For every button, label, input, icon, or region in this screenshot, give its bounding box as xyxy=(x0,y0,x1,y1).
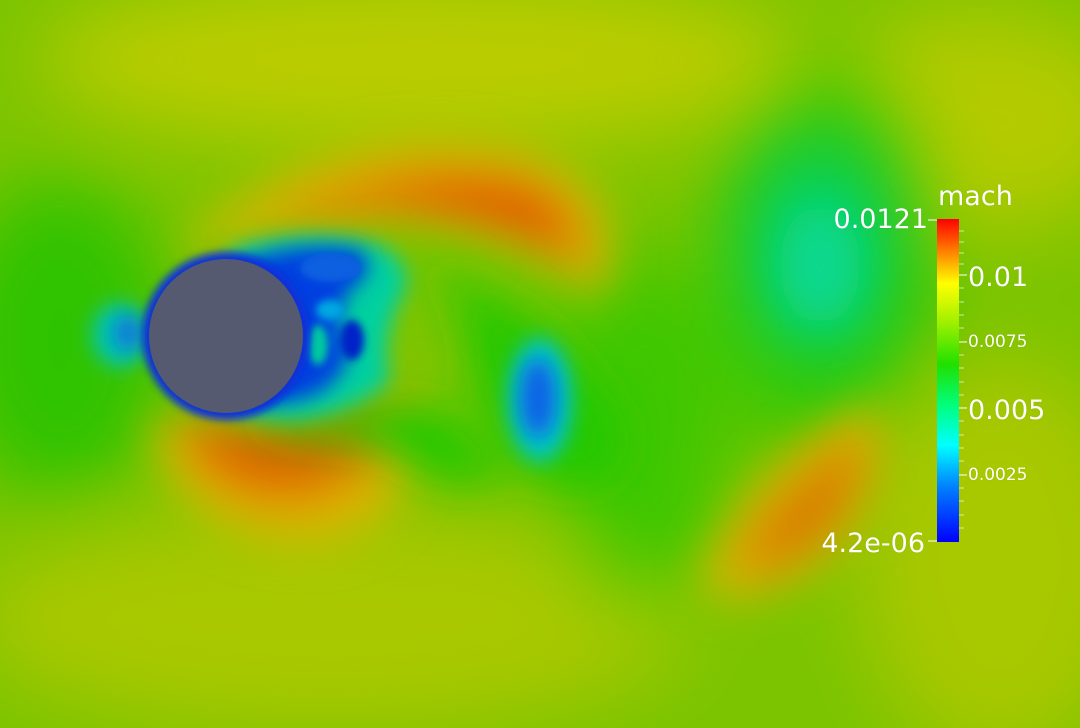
colorbar-ticks xyxy=(928,219,967,542)
upper-arc xyxy=(170,141,610,300)
cylinder xyxy=(149,259,303,413)
colorbar-gradient xyxy=(937,219,959,542)
colorbar-minor-ticks xyxy=(959,230,964,529)
colorbar-tick-label: 0.01 xyxy=(968,262,1029,293)
colorbar-min-label: 4.2e-06 xyxy=(821,528,925,559)
colorbar-tick-label: 0.005 xyxy=(968,395,1046,426)
colorbar-max-label: 0.0121 xyxy=(833,204,928,235)
colorbar-tick-label: 0.0025 xyxy=(968,465,1028,485)
colorbar-title: mach xyxy=(938,181,1013,212)
downstream-vortex xyxy=(700,405,887,600)
colorbar-tick-label: 0.0075 xyxy=(968,332,1028,352)
